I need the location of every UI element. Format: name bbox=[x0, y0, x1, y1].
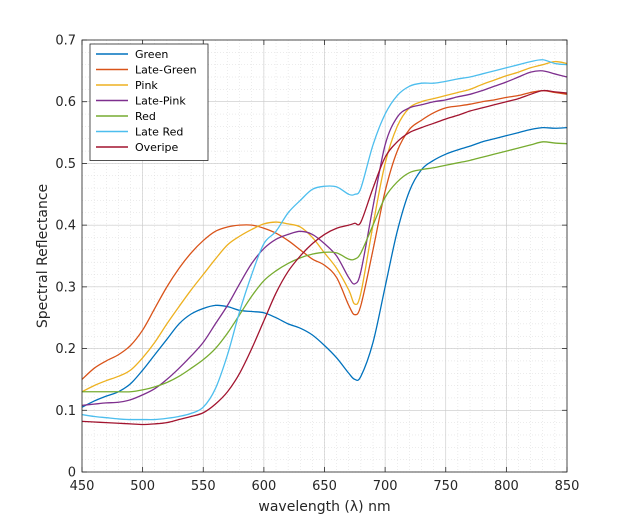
series-line-red bbox=[81, 141, 568, 393]
legend-label: Green bbox=[135, 48, 168, 61]
legend-label: Late-Pink bbox=[135, 95, 186, 108]
x-tick-label: 500 bbox=[130, 479, 155, 494]
legend-label: Overipe bbox=[135, 141, 178, 154]
y-tick-label: 0.4 bbox=[55, 219, 76, 234]
legend: Green Late-Green Pink Late-Pink Red Late Red O… bbox=[89, 43, 209, 161]
x-tick-label: 600 bbox=[251, 479, 276, 494]
tick-labels: 450 500 550 600 650 700 750 800 850 0 0.1 0.2 0.3 0.4… bbox=[55, 34, 579, 495]
x-tick-label: 650 bbox=[312, 479, 337, 494]
series-line-pink bbox=[81, 60, 568, 393]
legend-label: Pink bbox=[135, 79, 158, 92]
x-axis-label: wavelength (λ) nm bbox=[258, 499, 390, 515]
legend-label: Late-Green bbox=[135, 64, 197, 77]
series-line-late-pink bbox=[81, 70, 568, 406]
y-tick-label: 0.7 bbox=[55, 34, 76, 49]
y-tick-label: 0.5 bbox=[55, 157, 76, 172]
x-tick-label: 750 bbox=[433, 479, 458, 494]
series-line-late-red bbox=[81, 59, 568, 421]
legend-label: Late Red bbox=[135, 126, 183, 139]
y-tick-label: 0.1 bbox=[55, 404, 76, 419]
y-tick-label: 0.3 bbox=[55, 280, 76, 295]
y-axis-label: Spectral Reflectance bbox=[35, 184, 51, 328]
series-line-overipe bbox=[81, 89, 568, 426]
x-tick-label: 700 bbox=[373, 479, 398, 494]
series-line-late-green bbox=[81, 89, 568, 380]
x-tick-label: 800 bbox=[494, 479, 519, 494]
y-tick-label: 0 bbox=[68, 466, 76, 481]
series-line-green bbox=[81, 126, 568, 408]
y-tick-label: 0.2 bbox=[55, 342, 76, 357]
x-tick-label: 850 bbox=[555, 479, 580, 494]
legend-label: Red bbox=[135, 110, 156, 123]
x-tick-label: 550 bbox=[191, 479, 216, 494]
y-tick-label: 0.6 bbox=[55, 95, 76, 110]
legend-box bbox=[89, 43, 209, 161]
x-tick-label: 450 bbox=[70, 479, 95, 494]
series-layer bbox=[81, 59, 568, 426]
